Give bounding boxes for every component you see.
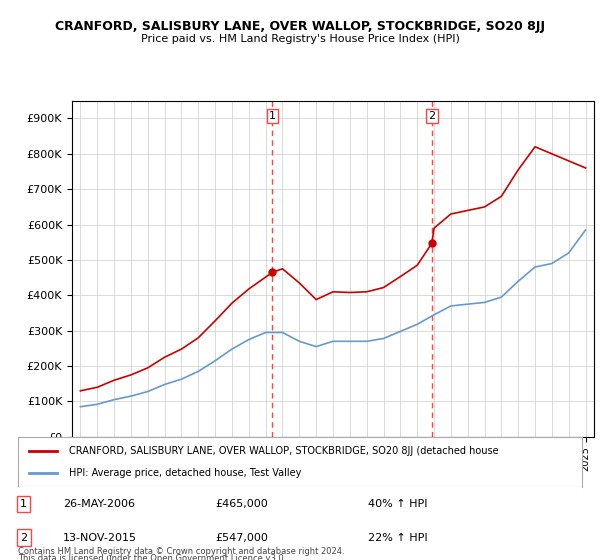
Text: 40% ↑ HPI: 40% ↑ HPI <box>368 499 427 509</box>
Text: £465,000: £465,000 <box>215 499 268 509</box>
Text: This data is licensed under the Open Government Licence v3.0.: This data is licensed under the Open Gov… <box>18 554 286 560</box>
Text: Contains HM Land Registry data © Crown copyright and database right 2024.: Contains HM Land Registry data © Crown c… <box>18 547 344 556</box>
Text: £547,000: £547,000 <box>215 533 268 543</box>
Text: 2: 2 <box>428 111 436 121</box>
Text: HPI: Average price, detached house, Test Valley: HPI: Average price, detached house, Test… <box>69 468 301 478</box>
Text: Price paid vs. HM Land Registry's House Price Index (HPI): Price paid vs. HM Land Registry's House … <box>140 34 460 44</box>
Text: CRANFORD, SALISBURY LANE, OVER WALLOP, STOCKBRIDGE, SO20 8JJ: CRANFORD, SALISBURY LANE, OVER WALLOP, S… <box>55 20 545 32</box>
Text: 1: 1 <box>20 499 27 509</box>
Text: 1: 1 <box>269 111 276 121</box>
Text: 13-NOV-2015: 13-NOV-2015 <box>63 533 137 543</box>
Text: 26-MAY-2006: 26-MAY-2006 <box>63 499 135 509</box>
Text: 22% ↑ HPI: 22% ↑ HPI <box>368 533 427 543</box>
Text: 2: 2 <box>20 533 27 543</box>
Text: CRANFORD, SALISBURY LANE, OVER WALLOP, STOCKBRIDGE, SO20 8JJ (detached house: CRANFORD, SALISBURY LANE, OVER WALLOP, S… <box>69 446 499 456</box>
